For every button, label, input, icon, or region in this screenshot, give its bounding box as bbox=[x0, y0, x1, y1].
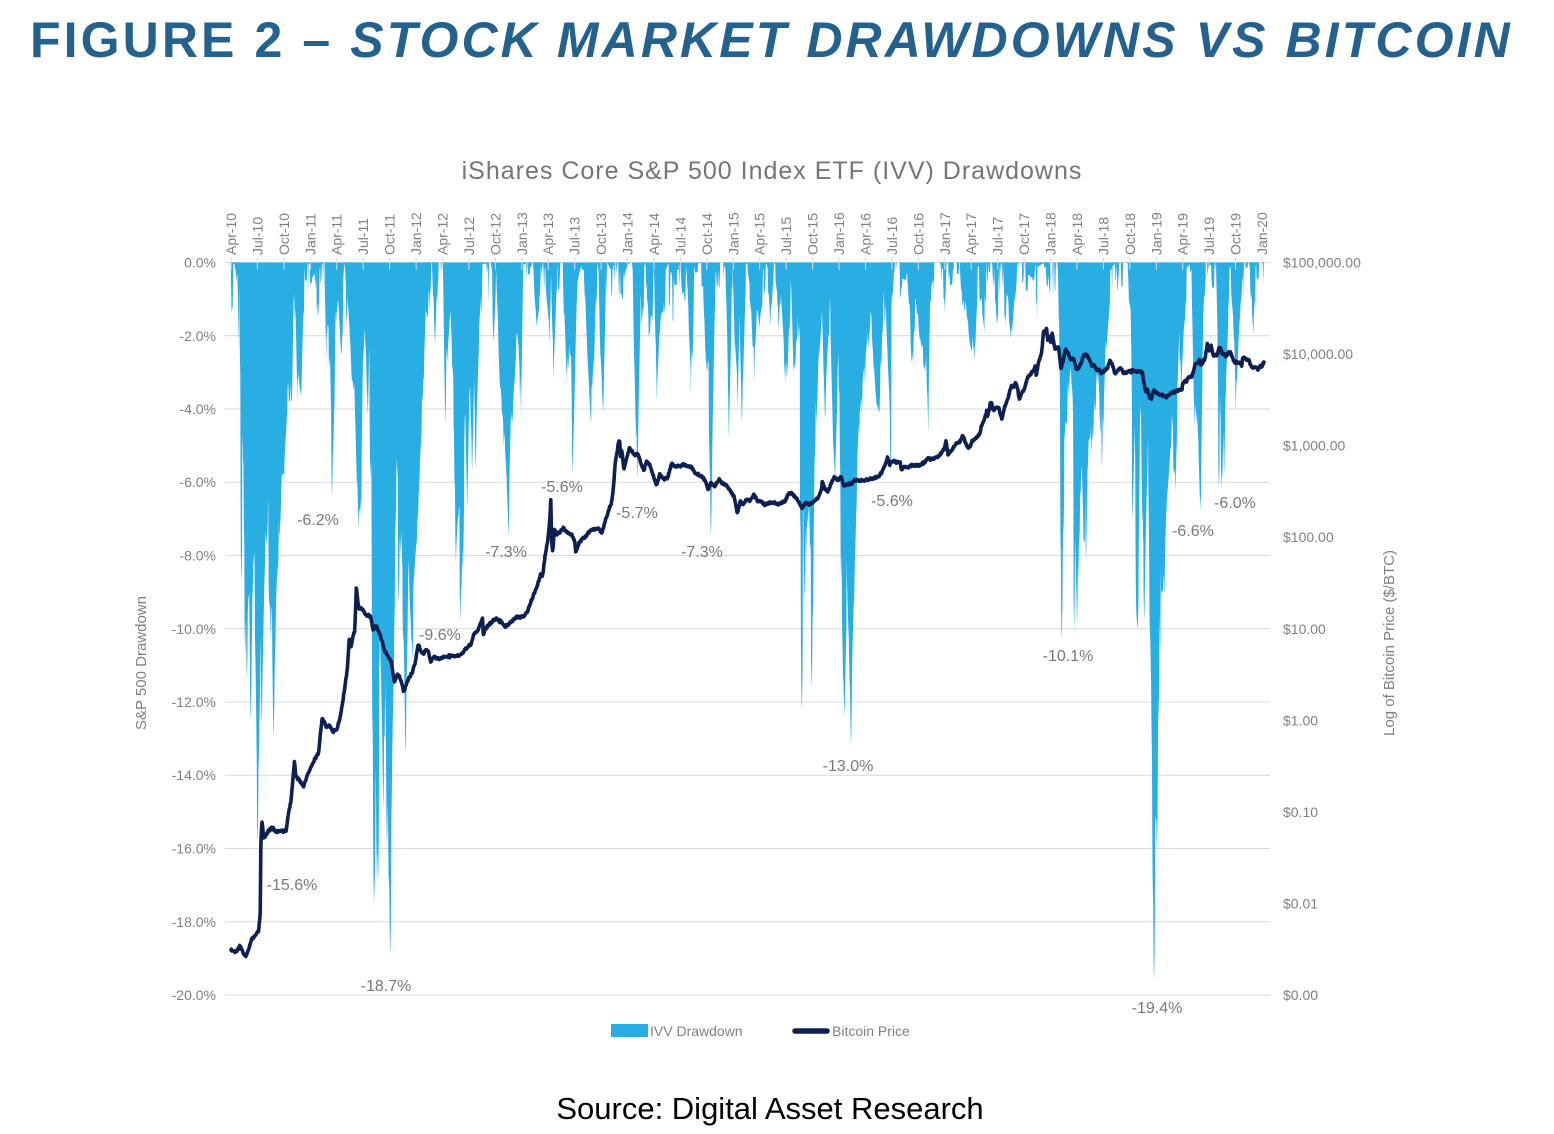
svg-text:$100,000.00: $100,000.00 bbox=[1283, 255, 1361, 271]
svg-text:-4.0%: -4.0% bbox=[179, 401, 216, 417]
svg-text:-5.6%: -5.6% bbox=[541, 479, 583, 496]
svg-text:Apr-17: Apr-17 bbox=[963, 213, 979, 255]
svg-text:-13.0%: -13.0% bbox=[823, 758, 874, 775]
svg-text:Oct-18: Oct-18 bbox=[1122, 213, 1138, 255]
svg-text:FIGURE 2 – STOCK MARKET DRAWDO: FIGURE 2 – STOCK MARKET DRAWDOWNS VS BIT… bbox=[30, 12, 1513, 68]
svg-text:iShares Core S&P 500 Index ETF: iShares Core S&P 500 Index ETF (IVV) Dra… bbox=[462, 157, 1083, 185]
svg-text:$0.00: $0.00 bbox=[1283, 987, 1318, 1003]
svg-text:Jan-13: Jan-13 bbox=[514, 212, 530, 255]
svg-text:$100.00: $100.00 bbox=[1283, 529, 1334, 545]
svg-text:Oct-10: Oct-10 bbox=[276, 213, 292, 255]
svg-text:Jul-16: Jul-16 bbox=[884, 217, 900, 255]
svg-text:0.0%: 0.0% bbox=[184, 255, 216, 271]
svg-text:Jan-12: Jan-12 bbox=[408, 212, 424, 255]
svg-text:$1.00: $1.00 bbox=[1283, 712, 1318, 728]
svg-text:Jan-20: Jan-20 bbox=[1254, 212, 1270, 255]
svg-text:Jul-14: Jul-14 bbox=[672, 217, 688, 255]
svg-text:Apr-18: Apr-18 bbox=[1069, 213, 1085, 255]
svg-text:Jan-17: Jan-17 bbox=[937, 212, 953, 255]
svg-text:Apr-12: Apr-12 bbox=[435, 213, 451, 255]
svg-text:-14.0%: -14.0% bbox=[172, 767, 216, 783]
svg-text:-5.7%: -5.7% bbox=[616, 505, 658, 522]
svg-text:-6.2%: -6.2% bbox=[297, 512, 339, 529]
svg-text:Apr-16: Apr-16 bbox=[858, 213, 874, 255]
svg-text:Oct-14: Oct-14 bbox=[699, 213, 715, 255]
svg-text:Oct-17: Oct-17 bbox=[1016, 213, 1032, 255]
svg-text:-7.3%: -7.3% bbox=[681, 544, 723, 561]
svg-text:$0.01: $0.01 bbox=[1283, 895, 1318, 911]
svg-text:-12.0%: -12.0% bbox=[172, 694, 216, 710]
svg-text:-18.7%: -18.7% bbox=[361, 978, 412, 995]
svg-text:-8.0%: -8.0% bbox=[179, 548, 216, 564]
svg-text:Apr-14: Apr-14 bbox=[646, 213, 662, 255]
svg-text:Oct-16: Oct-16 bbox=[910, 213, 926, 255]
svg-text:Apr-15: Apr-15 bbox=[752, 213, 768, 255]
svg-text:-5.6%: -5.6% bbox=[871, 493, 913, 510]
svg-text:Jan-16: Jan-16 bbox=[831, 212, 847, 255]
svg-text:-9.6%: -9.6% bbox=[419, 627, 461, 644]
svg-text:-10.0%: -10.0% bbox=[172, 621, 216, 637]
svg-text:$0.10: $0.10 bbox=[1283, 804, 1318, 820]
svg-text:Log of Bitcoin Price ($/BTC): Log of Bitcoin Price ($/BTC) bbox=[1381, 550, 1398, 736]
svg-text:$10,000.00: $10,000.00 bbox=[1283, 346, 1353, 362]
svg-text:Oct-15: Oct-15 bbox=[805, 213, 821, 255]
svg-text:Jul-19: Jul-19 bbox=[1201, 217, 1217, 255]
svg-text:Apr-10: Apr-10 bbox=[223, 213, 239, 255]
svg-text:-19.4%: -19.4% bbox=[1132, 1000, 1183, 1017]
svg-text:Apr-19: Apr-19 bbox=[1175, 213, 1191, 255]
svg-text:Jan-19: Jan-19 bbox=[1148, 212, 1164, 255]
svg-text:Bitcoin Price: Bitcoin Price bbox=[832, 1023, 910, 1039]
svg-text:-20.0%: -20.0% bbox=[172, 987, 216, 1003]
svg-text:Apr-11: Apr-11 bbox=[329, 214, 345, 255]
svg-text:Jan-15: Jan-15 bbox=[725, 212, 741, 255]
svg-text:-15.6%: -15.6% bbox=[267, 877, 318, 894]
svg-text:Jul-13: Jul-13 bbox=[567, 217, 583, 255]
svg-text:Jul-17: Jul-17 bbox=[990, 217, 1006, 255]
svg-text:-16.0%: -16.0% bbox=[172, 841, 216, 857]
svg-text:Apr-13: Apr-13 bbox=[540, 213, 556, 255]
svg-text:-6.6%: -6.6% bbox=[1172, 523, 1214, 540]
svg-text:Oct-12: Oct-12 bbox=[487, 213, 503, 255]
svg-text:Oct-11: Oct-11 bbox=[382, 214, 398, 255]
svg-text:Source: Digital Asset Research: Source: Digital Asset Research bbox=[556, 1091, 983, 1126]
svg-text:Jul-11: Jul-11 bbox=[355, 218, 371, 255]
svg-text:IVV Drawdown: IVV Drawdown bbox=[650, 1023, 743, 1039]
svg-text:Jul-18: Jul-18 bbox=[1095, 217, 1111, 255]
svg-text:Jul-12: Jul-12 bbox=[461, 217, 477, 255]
svg-text:Jul-15: Jul-15 bbox=[778, 217, 794, 255]
svg-text:Jan-11: Jan-11 bbox=[302, 213, 318, 255]
svg-text:Jul-10: Jul-10 bbox=[249, 217, 265, 255]
svg-text:Oct-13: Oct-13 bbox=[593, 213, 609, 255]
svg-text:-10.1%: -10.1% bbox=[1043, 648, 1094, 665]
svg-text:Jan-18: Jan-18 bbox=[1043, 212, 1059, 255]
svg-text:-2.0%: -2.0% bbox=[179, 328, 216, 344]
svg-text:-6.0%: -6.0% bbox=[1214, 495, 1256, 512]
svg-text:Oct-19: Oct-19 bbox=[1228, 213, 1244, 255]
svg-text:-18.0%: -18.0% bbox=[172, 914, 216, 930]
svg-text:Jan-14: Jan-14 bbox=[620, 212, 636, 255]
svg-text:$1,000.00: $1,000.00 bbox=[1283, 438, 1345, 454]
svg-text:-6.0%: -6.0% bbox=[179, 474, 216, 490]
svg-text:-7.3%: -7.3% bbox=[485, 544, 527, 561]
svg-text:S&P 500 Drawdown: S&P 500 Drawdown bbox=[133, 596, 150, 730]
svg-text:$10.00: $10.00 bbox=[1283, 621, 1326, 637]
